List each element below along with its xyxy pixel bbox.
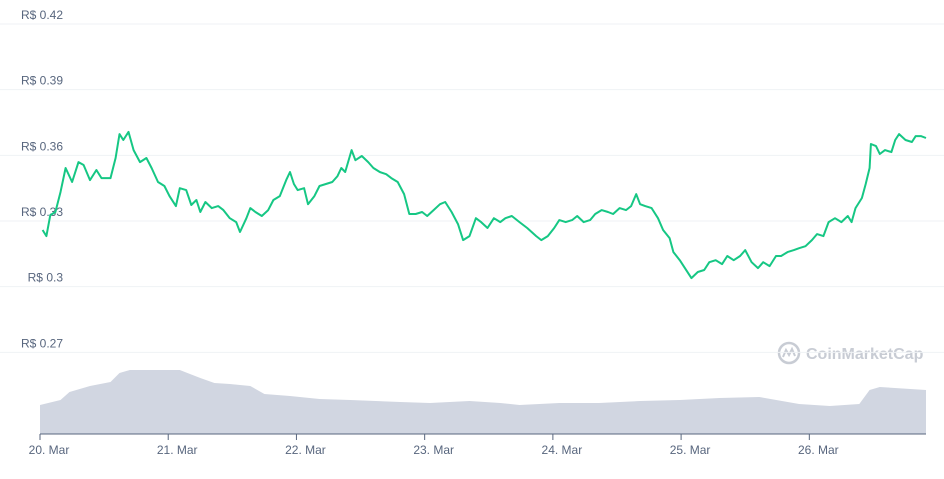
x-tick-label: 26. Mar [798, 443, 839, 457]
y-tick-label: R$ 0.36 [21, 139, 63, 153]
y-tick-label: R$ 0.39 [21, 74, 63, 88]
watermark: CoinMarketCap [806, 346, 924, 363]
volume-area [40, 370, 926, 434]
x-tick-label: 25. Mar [670, 443, 711, 457]
x-tick-label: 23. Mar [413, 443, 454, 457]
price-line [41, 130, 927, 280]
x-tick-label: 24. Mar [542, 443, 583, 457]
logo-ring [777, 341, 801, 365]
watermark-logo [777, 341, 801, 365]
x-tick-label: 21. Mar [157, 443, 198, 457]
y-tick-label: R$ 0.42 [21, 8, 63, 22]
y-tick-label: R$ 0.3 [28, 271, 64, 285]
y-tick-label: R$ 0.33 [21, 205, 63, 219]
y-tick-label: R$ 0.27 [21, 336, 63, 350]
x-tick-label: 22. Mar [285, 443, 326, 457]
logo-wave [782, 346, 796, 358]
x-tick-label: 20. Mar [29, 443, 70, 457]
